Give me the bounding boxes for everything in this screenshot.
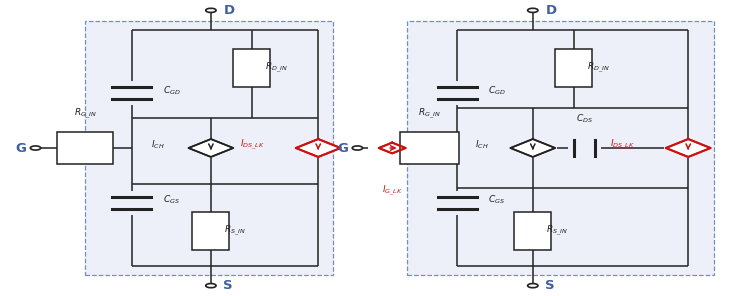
Text: $C_{GD}$: $C_{GD}$ (163, 84, 181, 96)
Text: $I_{DS\_LK}$: $I_{DS\_LK}$ (240, 138, 265, 152)
Bar (400, 132, 459, 164)
Text: $I_{DS\_LK}$: $I_{DS\_LK}$ (610, 138, 635, 152)
Text: $C_{GD}$: $C_{GD}$ (488, 84, 506, 96)
Polygon shape (296, 139, 340, 157)
Bar (57, 132, 113, 164)
Polygon shape (666, 139, 710, 157)
Text: $R_{G\_IN}$: $R_{G\_IN}$ (74, 107, 96, 121)
Text: $C_{DS}$: $C_{DS}$ (576, 112, 593, 125)
Text: $I_{CH}$: $I_{CH}$ (152, 139, 165, 151)
Text: $C_{GS}$: $C_{GS}$ (163, 194, 180, 206)
Text: $I_{CH}$: $I_{CH}$ (475, 139, 488, 151)
Bar (555, 49, 592, 87)
Text: $R_{S\_IN}$: $R_{S\_IN}$ (546, 224, 568, 238)
Text: S: S (223, 279, 233, 292)
Text: $R_{S\_IN}$: $R_{S\_IN}$ (224, 224, 246, 238)
Text: D: D (223, 4, 235, 17)
Bar (407, 21, 714, 275)
Polygon shape (379, 143, 406, 153)
Bar (233, 49, 270, 87)
Text: G: G (16, 141, 27, 155)
Text: $R_{D\_IN}$: $R_{D\_IN}$ (587, 61, 610, 75)
Text: G: G (337, 141, 349, 155)
Bar (514, 212, 551, 250)
Bar (85, 21, 333, 275)
Text: $I_{G\_LK}$: $I_{G\_LK}$ (382, 184, 403, 198)
Text: D: D (545, 4, 556, 17)
Polygon shape (189, 139, 233, 157)
Bar (192, 212, 229, 250)
Text: $R_{D\_IN}$: $R_{D\_IN}$ (265, 61, 288, 75)
Polygon shape (511, 139, 555, 157)
Text: $R_{G\_IN}$: $R_{G\_IN}$ (418, 107, 440, 121)
Text: S: S (545, 279, 555, 292)
Text: $C_{GS}$: $C_{GS}$ (488, 194, 505, 206)
